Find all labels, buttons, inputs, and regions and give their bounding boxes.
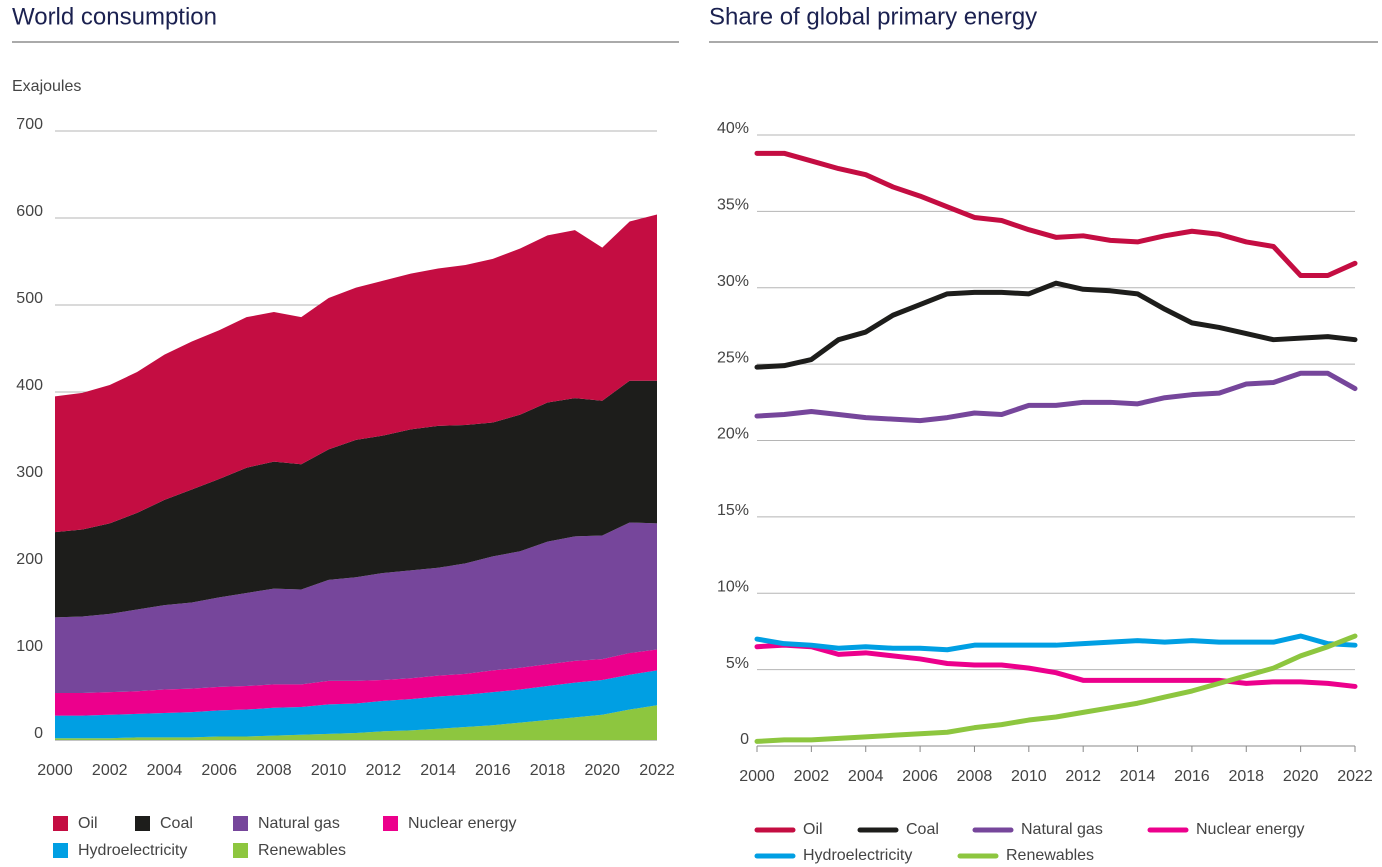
legend-label: Natural gas — [1021, 821, 1103, 838]
y-tick-label: 300 — [16, 464, 43, 481]
area — [55, 705, 657, 740]
x-tick-label: 2006 — [201, 762, 237, 779]
chart-title: Share of global primary energy — [709, 3, 1037, 30]
y-axis-label: Exajoules — [12, 78, 81, 95]
x-tick-label: 2008 — [957, 768, 993, 785]
x-tick-label: 2014 — [420, 762, 456, 779]
x-tick-label: 2018 — [530, 762, 566, 779]
y-tick-label: 500 — [16, 290, 43, 307]
legend-label: Hydroelectricity — [803, 847, 912, 864]
y-tick-label: 0 — [740, 731, 749, 748]
y-tick-label: 100 — [16, 638, 43, 655]
y-tick-label: 35% — [717, 197, 749, 214]
legend-label: Nuclear energy — [408, 815, 517, 832]
y-tick-label: 15% — [717, 502, 749, 519]
x-tick-label: 2002 — [794, 768, 830, 785]
legend-label: Renewables — [258, 842, 346, 859]
line — [754, 280, 1358, 370]
legend-label: Coal — [160, 815, 193, 832]
x-tick-label: 2018 — [1228, 768, 1264, 785]
area — [55, 522, 657, 694]
area — [55, 380, 657, 618]
x-tick-label: 2016 — [475, 762, 511, 779]
y-tick-label: 200 — [16, 551, 43, 568]
line — [754, 642, 1358, 689]
x-tick-label: 2010 — [1011, 768, 1047, 785]
line — [754, 370, 1358, 424]
y-tick-label: 25% — [717, 349, 749, 366]
x-tick-label: 2016 — [1174, 768, 1210, 785]
legend-label: Oil — [78, 815, 98, 832]
x-tick-label: 2004 — [147, 762, 183, 779]
area — [55, 670, 657, 739]
y-tick-label: 400 — [16, 377, 43, 394]
legend-label: Hydroelectricity — [78, 842, 187, 859]
x-tick-label: 2000 — [739, 768, 775, 785]
legend-label: Coal — [906, 821, 939, 838]
legend-label: Natural gas — [258, 815, 340, 832]
area — [55, 214, 657, 533]
y-tick-label: 700 — [16, 116, 43, 133]
legend-label: Oil — [803, 821, 823, 838]
chart-title: World consumption — [12, 3, 217, 30]
y-tick-label: 600 — [16, 203, 43, 220]
y-tick-label: 30% — [717, 273, 749, 290]
legend-swatch — [383, 816, 398, 831]
legend-swatch — [53, 816, 68, 831]
y-tick-label: 5% — [726, 655, 749, 672]
y-tick-label: 20% — [717, 426, 749, 443]
x-tick-label: 2000 — [37, 762, 73, 779]
legend-swatch — [233, 843, 248, 858]
x-tick-label: 2020 — [1283, 768, 1319, 785]
y-tick-label: 40% — [717, 120, 749, 137]
x-tick-label: 2006 — [902, 768, 938, 785]
x-tick-label: 2008 — [256, 762, 292, 779]
x-tick-label: 2012 — [1065, 768, 1101, 785]
x-tick-label: 2004 — [848, 768, 884, 785]
area — [55, 649, 657, 716]
legend-swatch — [233, 816, 248, 831]
line — [754, 150, 1358, 279]
legend-label: Renewables — [1006, 847, 1094, 864]
y-tick-label: 0 — [34, 725, 43, 742]
x-tick-label: 2014 — [1120, 768, 1156, 785]
x-tick-label: 2022 — [1337, 768, 1373, 785]
x-tick-label: 2012 — [366, 762, 402, 779]
y-tick-label: 10% — [717, 578, 749, 595]
x-tick-label: 2022 — [639, 762, 675, 779]
legend-swatch — [135, 816, 150, 831]
legend-swatch — [53, 843, 68, 858]
x-tick-label: 2020 — [584, 762, 620, 779]
x-tick-label: 2002 — [92, 762, 128, 779]
line — [754, 633, 1358, 744]
x-tick-label: 2010 — [311, 762, 347, 779]
line — [754, 633, 1358, 653]
legend-label: Nuclear energy — [1196, 821, 1305, 838]
